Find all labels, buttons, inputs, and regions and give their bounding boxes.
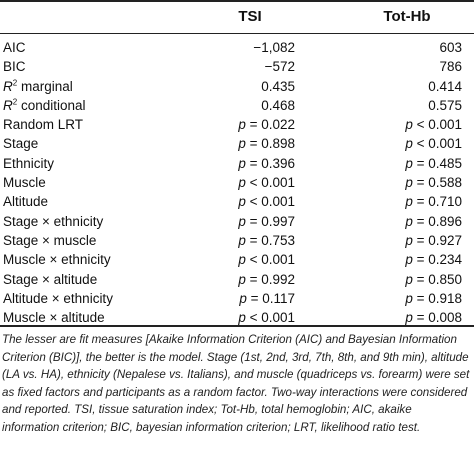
tsi-value: p = 0.396 xyxy=(238,155,295,171)
row-label: R2 marginal xyxy=(3,77,73,96)
p-symbol: p xyxy=(238,155,246,171)
tsi-value: 0.435 xyxy=(261,78,295,94)
table-row: BIC −572 786 xyxy=(0,57,474,76)
tsi-value: p = 0.898 xyxy=(238,136,295,152)
row-label: Altitude × ethnicity xyxy=(3,290,113,306)
p-symbol: p xyxy=(405,175,413,191)
tsi-value: p = 0.992 xyxy=(238,271,295,287)
p-symbol: p xyxy=(238,136,246,152)
tothb-value: 603 xyxy=(439,40,462,55)
p-symbol: p xyxy=(238,194,246,210)
p-symbol: p xyxy=(405,136,413,152)
p-symbol: p xyxy=(238,232,246,248)
row-label-r: R xyxy=(3,78,13,94)
table-row: Ethnicity p = 0.396 p = 0.485 xyxy=(0,154,474,173)
tsi-value: −1,082 xyxy=(253,40,295,55)
tsi-value: p = 0.117 xyxy=(239,290,295,306)
row-label-r: R xyxy=(3,97,13,113)
row-label: Stage × muscle xyxy=(3,232,97,248)
p-symbol: p xyxy=(239,290,247,306)
row-label: Stage xyxy=(3,136,39,152)
p-symbol: p xyxy=(405,271,413,287)
table-row: Stage × muscle p = 0.753 p = 0.927 xyxy=(0,231,474,250)
row-label: Muscle × ethnicity xyxy=(3,252,111,268)
p-symbol: p xyxy=(405,252,413,268)
tsi-value: p = 0.022 xyxy=(238,117,295,133)
row-label: Muscle × altitude xyxy=(3,310,105,326)
tothb-value: p = 0.008 xyxy=(405,310,462,326)
table-row: Stage p = 0.898 p < 0.001 xyxy=(0,134,474,153)
p-symbol: p xyxy=(238,310,246,326)
tothb-value: 786 xyxy=(439,59,462,75)
p-symbol: p xyxy=(405,310,413,326)
tsi-value: p < 0.001 xyxy=(238,175,295,191)
table-row: Muscle × altitude p < 0.001 p = 0.008 xyxy=(0,308,474,327)
row-label-suffix: conditional xyxy=(17,97,86,113)
tothb-value: p = 0.896 xyxy=(405,213,462,229)
p-symbol: p xyxy=(405,194,413,210)
row-label: R2 conditional xyxy=(3,96,86,115)
tothb-value: p < 0.001 xyxy=(405,136,462,152)
table-row: AIC −1,082 603 xyxy=(0,38,474,57)
table-row: R2 conditional 0.468 0.575 xyxy=(0,96,474,115)
table-row: Altitude p < 0.001 p = 0.710 xyxy=(0,192,474,211)
p-symbol: p xyxy=(238,252,246,268)
column-header-tothb: Tot-Hb xyxy=(383,8,431,25)
row-label-sup: 2 xyxy=(12,78,18,88)
row-label: Altitude xyxy=(3,194,49,210)
p-symbol: p xyxy=(238,271,246,287)
p-symbol: p xyxy=(405,213,413,229)
tsi-value: p = 0.997 xyxy=(238,213,295,229)
row-label: Ethnicity xyxy=(3,155,55,171)
table-top-rule xyxy=(0,0,474,2)
row-label: Muscle xyxy=(3,175,46,191)
table-row: R2 marginal 0.435 0.414 xyxy=(0,77,474,96)
table-row: Muscle × ethnicity p < 0.001 p = 0.234 xyxy=(0,250,474,269)
p-symbol: p xyxy=(238,175,246,191)
tothb-value: p = 0.850 xyxy=(405,271,462,287)
table-row: Stage × altitude p = 0.992 p = 0.850 xyxy=(0,270,474,289)
p-symbol: p xyxy=(405,155,413,171)
tothb-value: p = 0.918 xyxy=(405,290,462,306)
tsi-value: p < 0.001 xyxy=(238,252,295,268)
tsi-value: p = 0.753 xyxy=(238,232,295,248)
p-symbol: p xyxy=(238,213,246,229)
table-row: Stage × ethnicity p = 0.997 p = 0.896 xyxy=(0,212,474,231)
row-label: BIC xyxy=(3,59,26,75)
row-label-sup: 2 xyxy=(12,97,18,107)
tothb-value: p = 0.927 xyxy=(405,232,462,248)
tsi-value: p < 0.001 xyxy=(238,194,295,210)
p-symbol: p xyxy=(405,232,413,248)
tothb-value: p = 0.485 xyxy=(405,155,462,171)
p-symbol: p xyxy=(238,117,246,133)
table-bottom-rule xyxy=(0,325,474,327)
table-body: AIC −1,082 603 BIC −572 786 R2 marginal … xyxy=(0,38,474,327)
tsi-value: p < 0.001 xyxy=(238,310,295,326)
tothb-value: 0.575 xyxy=(428,97,462,113)
row-label: Stage × ethnicity xyxy=(3,213,104,229)
row-label-suffix: marginal xyxy=(17,78,73,94)
tsi-value: 0.468 xyxy=(261,97,295,113)
tothb-value: p < 0.001 xyxy=(405,117,462,133)
table-header-rule xyxy=(0,33,474,34)
table-row: Random LRT p = 0.022 p < 0.001 xyxy=(0,115,474,134)
row-label: Stage × altitude xyxy=(3,271,98,287)
p-symbol: p xyxy=(405,290,413,306)
tsi-value: −572 xyxy=(264,59,295,75)
p-symbol: p xyxy=(405,117,413,133)
table-row: Altitude × ethnicity p = 0.117 p = 0.918 xyxy=(0,289,474,308)
tothb-value: p = 0.234 xyxy=(405,252,462,268)
column-header-tsi: TSI xyxy=(238,8,262,25)
tothb-value: 0.414 xyxy=(428,78,462,94)
tothb-value: p = 0.588 xyxy=(405,175,462,191)
row-label: Random LRT xyxy=(3,117,84,133)
table-row: Muscle p < 0.001 p = 0.588 xyxy=(0,173,474,192)
tothb-value: p = 0.710 xyxy=(405,194,462,210)
table-footnote: The lesser are fit measures [Akaike Info… xyxy=(2,333,470,434)
row-label: AIC xyxy=(3,40,26,55)
